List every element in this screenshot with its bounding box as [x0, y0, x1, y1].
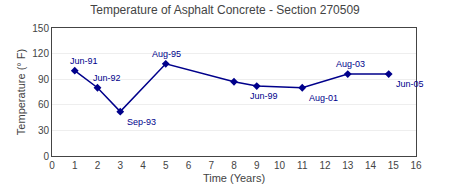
svg-text:13: 13	[342, 160, 354, 171]
svg-text:15: 15	[388, 160, 400, 171]
svg-text:12: 12	[319, 160, 331, 171]
svg-text:Jun-92: Jun-92	[93, 73, 121, 83]
svg-text:2: 2	[95, 160, 101, 171]
svg-text:6: 6	[186, 160, 192, 171]
svg-text:3: 3	[117, 160, 123, 171]
svg-text:Aug-03: Aug-03	[336, 59, 365, 69]
svg-text:Sep-93: Sep-93	[127, 117, 156, 127]
svg-text:7: 7	[208, 160, 214, 171]
svg-text:Time (Years): Time (Years)	[203, 172, 265, 184]
svg-text:Temperature of Asphalt Concret: Temperature of Asphalt Concrete - Sectio…	[90, 3, 360, 17]
svg-text:5: 5	[163, 160, 169, 171]
svg-text:150: 150	[32, 23, 49, 34]
svg-text:Temperature (° F): Temperature (° F)	[15, 49, 27, 135]
svg-text:Jun-99: Jun-99	[250, 91, 278, 101]
svg-text:0: 0	[49, 160, 55, 171]
svg-text:Aug-01: Aug-01	[309, 93, 338, 103]
svg-text:1: 1	[72, 160, 78, 171]
svg-text:8: 8	[231, 160, 237, 171]
svg-text:60: 60	[38, 99, 50, 110]
svg-text:10: 10	[274, 160, 286, 171]
svg-text:Jun-05: Jun-05	[396, 79, 424, 89]
svg-text:4: 4	[140, 160, 146, 171]
svg-text:Aug-95: Aug-95	[152, 49, 181, 59]
svg-text:0: 0	[43, 151, 49, 162]
svg-text:14: 14	[365, 160, 377, 171]
svg-text:16: 16	[410, 160, 422, 171]
svg-text:9: 9	[254, 160, 260, 171]
svg-text:11: 11	[297, 160, 308, 171]
svg-text:120: 120	[32, 48, 49, 59]
svg-text:30: 30	[38, 125, 50, 136]
svg-text:90: 90	[38, 74, 50, 85]
svg-text:Jun-91: Jun-91	[70, 56, 98, 66]
